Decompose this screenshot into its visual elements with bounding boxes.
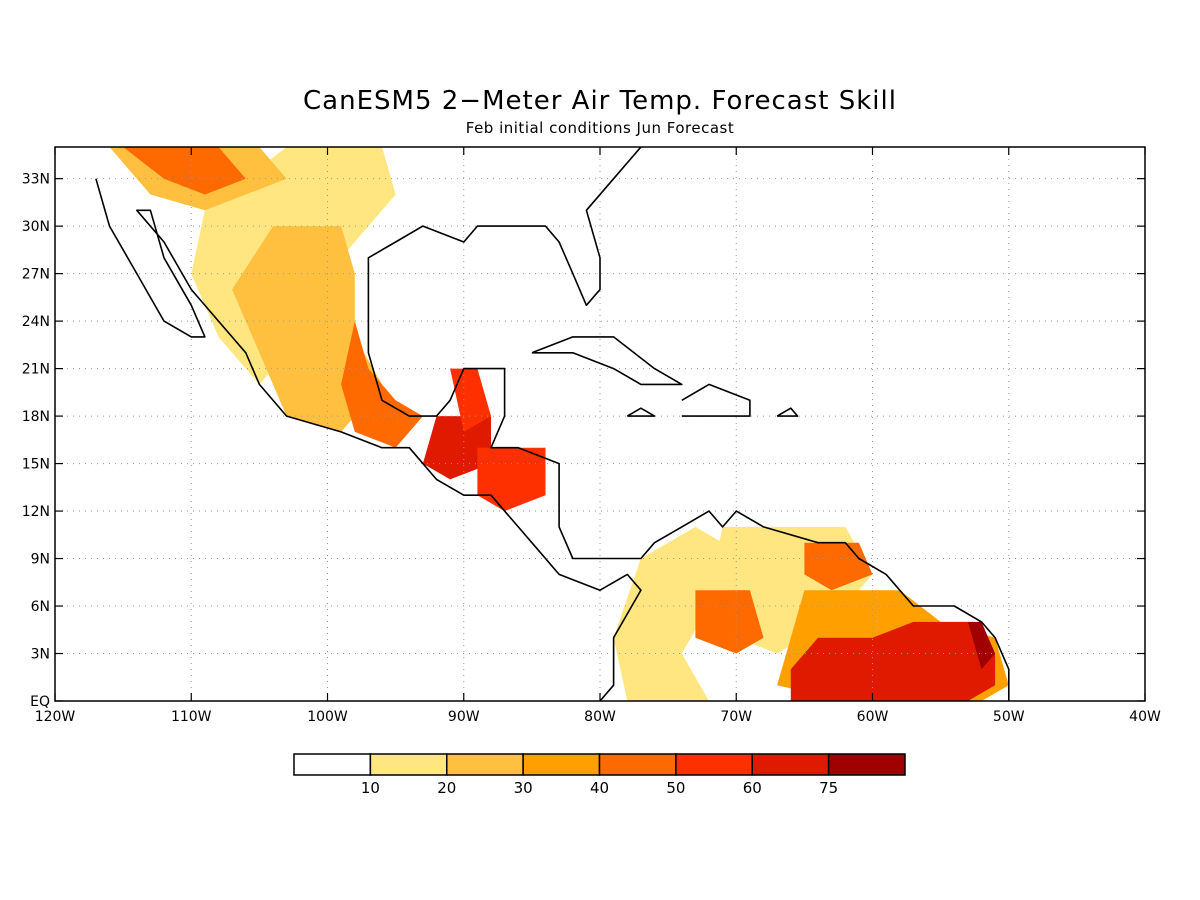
lat-tick-label: 30N xyxy=(22,219,50,235)
skill-region-yucatan xyxy=(450,368,491,432)
lon-tick-label: 90W xyxy=(448,709,480,725)
skill-region-amazon-north xyxy=(790,621,996,701)
colorbar: 10 20 30 40 50 60 75 xyxy=(293,753,906,797)
colorbar-label: 30 xyxy=(514,779,533,797)
coastline-us-gulf xyxy=(367,146,642,307)
colorbar-label: 75 xyxy=(819,779,838,797)
lat-tick-label: 9N xyxy=(31,552,50,568)
lat-tick-label: 27N xyxy=(22,267,50,283)
skill-region-sonora-core xyxy=(123,147,246,195)
skill-region-amazon-east xyxy=(967,621,996,670)
map-subtitle: Feb initial conditions Jun Forecast xyxy=(465,119,735,137)
colorbar-label: 50 xyxy=(666,779,685,797)
lon-tick-label: 80W xyxy=(584,709,616,725)
lat-tick-label: 15N xyxy=(22,457,50,473)
coastline-jamaica xyxy=(626,407,656,417)
colorbar-label: 10 xyxy=(361,779,380,797)
lat-tick-label: 18N xyxy=(22,409,50,425)
lon-tick-label: 120W xyxy=(35,709,76,725)
colorbar-label: 40 xyxy=(590,779,609,797)
lon-tick-label: 40W xyxy=(1129,709,1161,725)
coastline-cuba xyxy=(531,336,683,386)
lon-tick-label: 60W xyxy=(857,709,889,725)
skill-regions xyxy=(109,147,1009,701)
lat-tick-label: 33N xyxy=(22,172,50,188)
lat-tick-label: EQ xyxy=(30,694,50,710)
lat-tick-label: 12N xyxy=(22,504,50,520)
colorbar-swatch xyxy=(827,753,906,776)
colorbar-swatch xyxy=(446,753,524,776)
colorbar-swatch xyxy=(293,753,372,776)
colorbar-swatch xyxy=(598,753,677,776)
lat-tick-label: 21N xyxy=(22,362,50,378)
lon-tick-label: 110W xyxy=(171,709,212,725)
coastline-gulf-coast xyxy=(367,289,1010,701)
colorbar-swatch xyxy=(522,753,601,776)
map-title: CanESM5 2−Meter Air Temp. Forecast Skill xyxy=(303,86,897,116)
colorbar-label: 20 xyxy=(437,779,456,797)
coastline-hispaniola xyxy=(681,383,751,417)
skill-region-venezuela-hot xyxy=(695,590,764,654)
coastline-puerto-rico xyxy=(776,407,799,417)
longitude-ticks: 120W 110W 100W 90W 80W 70W 60W 50W 40W xyxy=(35,147,1161,725)
lon-tick-label: 50W xyxy=(993,709,1025,725)
coastlines xyxy=(95,146,1010,702)
grid-lines xyxy=(55,147,1145,701)
colorbar-swatch xyxy=(751,753,830,776)
skill-region-colombia xyxy=(613,526,723,701)
colorbar-swatch xyxy=(675,753,753,776)
lat-tick-label: 6N xyxy=(31,599,50,615)
lat-tick-label: 24N xyxy=(22,314,50,330)
latitude-ticks: EQ 3N 6N 9N 12N 15N 18N 21N 24N 27N 30N 33N xyxy=(22,172,1145,710)
skill-region-honduras xyxy=(477,447,546,512)
skill-region-veracruz xyxy=(341,321,423,448)
coastline-mexico-coast xyxy=(95,178,642,702)
colorbar-label: 60 xyxy=(743,779,762,797)
lat-tick-label: 3N xyxy=(31,647,50,663)
lon-tick-label: 70W xyxy=(720,709,752,725)
colorbar-swatch xyxy=(369,753,448,776)
lon-tick-label: 100W xyxy=(307,709,348,725)
